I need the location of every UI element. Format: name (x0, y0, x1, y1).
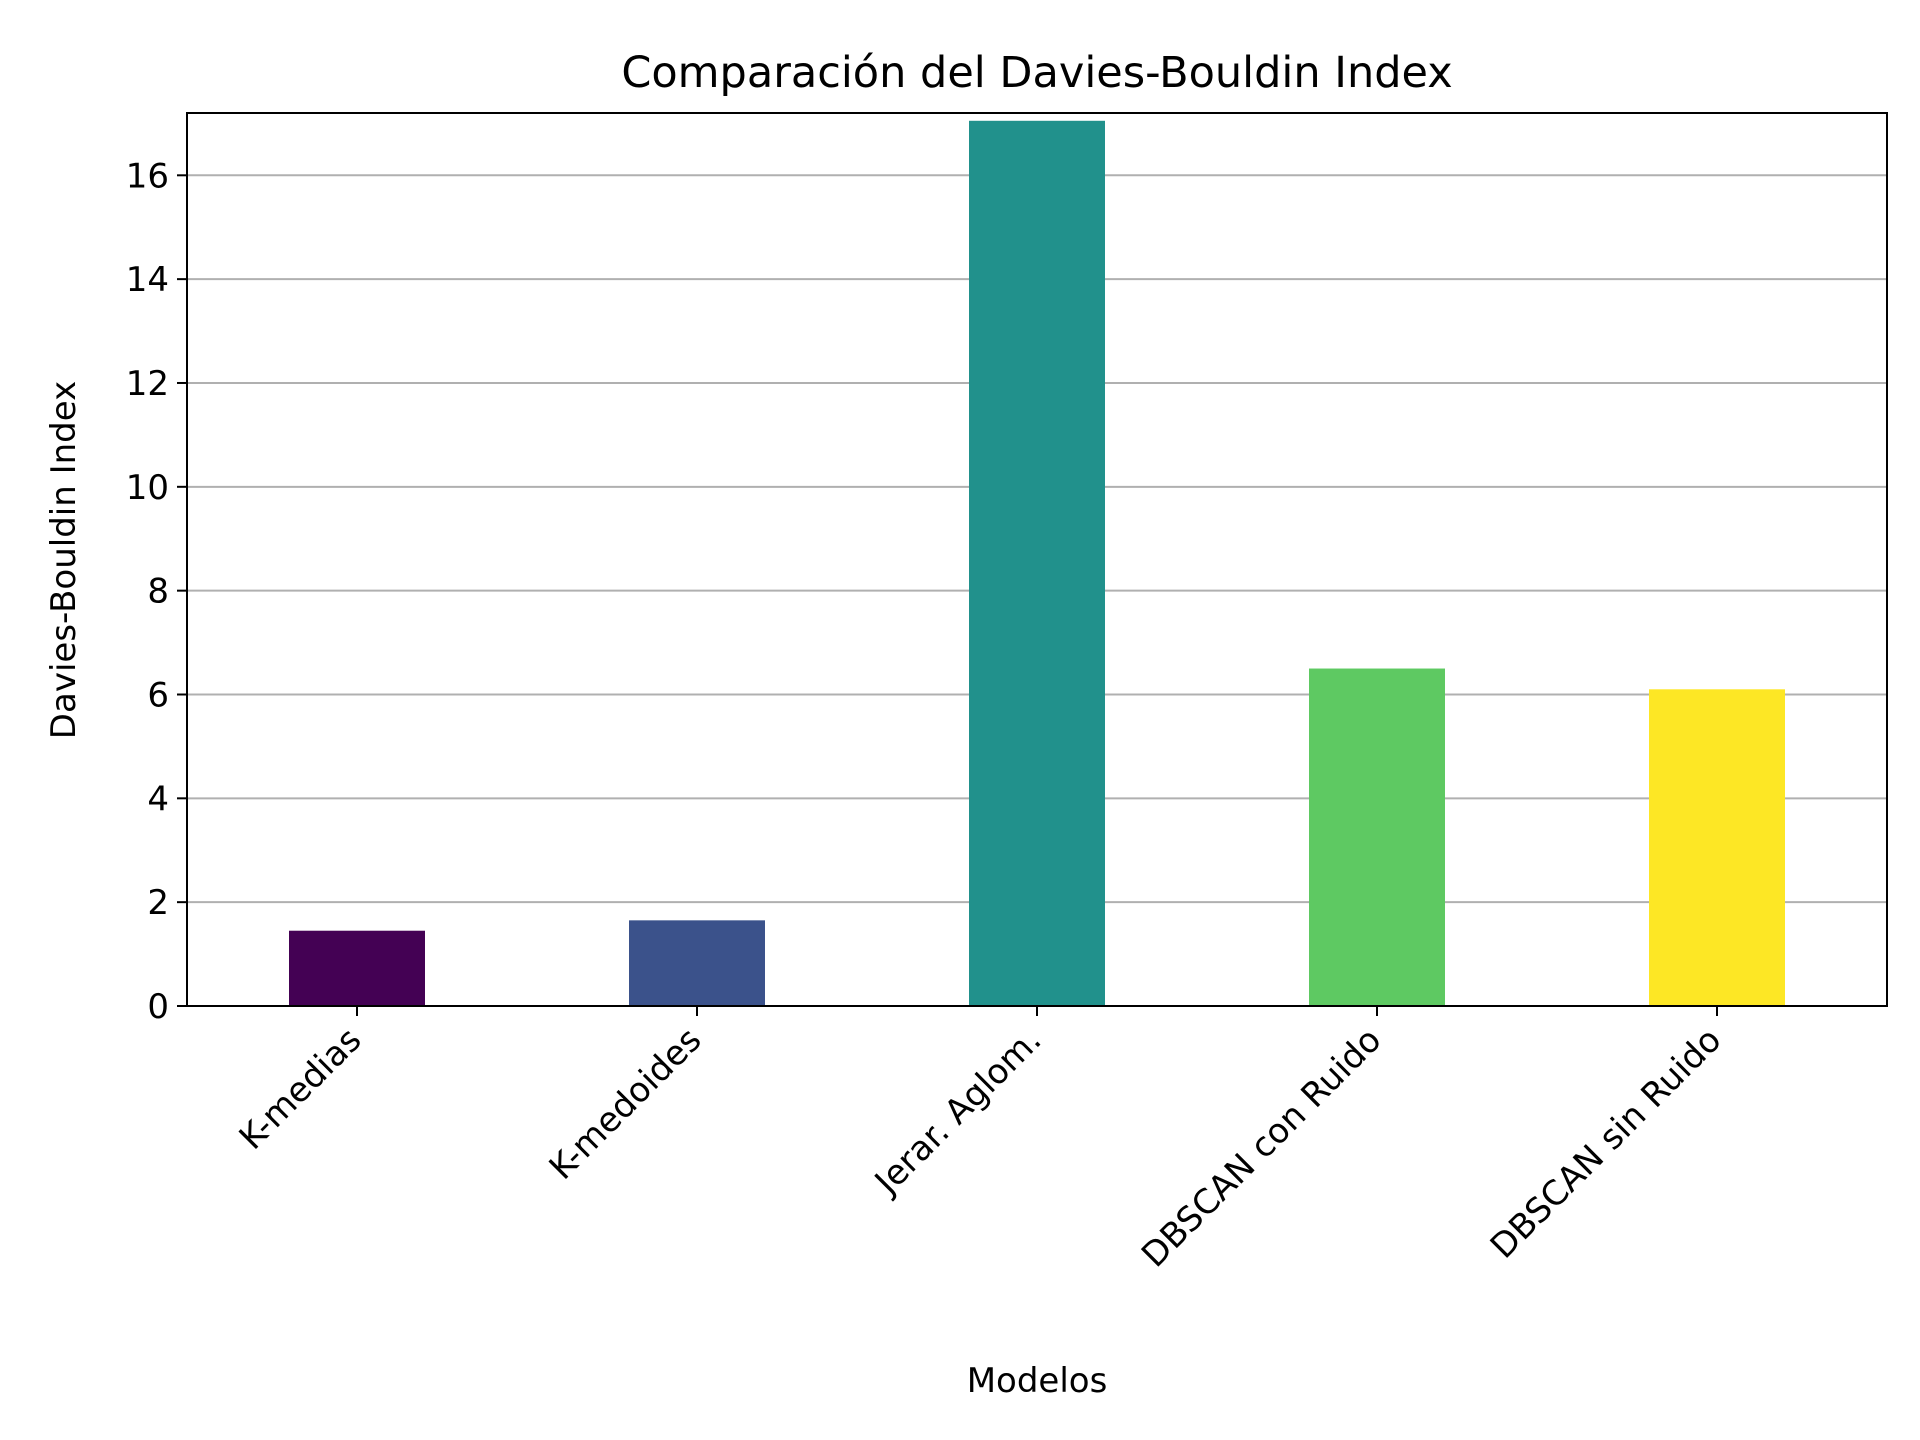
y-tick-label: 10 (126, 468, 169, 508)
y-tick-label: 6 (147, 675, 169, 715)
bars (289, 120, 1785, 1007)
y-tick-label: 8 (147, 572, 169, 612)
bar (1309, 668, 1445, 1006)
bar (969, 120, 1105, 1007)
x-axis-title: Modelos (967, 1361, 1108, 1401)
chart-title: Comparación del Davies-Bouldin Index (621, 48, 1452, 98)
bar (1649, 689, 1785, 1006)
y-tick-label: 12 (126, 364, 169, 404)
y-tick-label: 0 (147, 987, 169, 1027)
y-axis-title: Davies-Bouldin Index (44, 381, 84, 739)
y-axis-ticks: 0 2 4 6 8 10 12 14 16 (126, 156, 187, 1027)
y-tick-label: 2 (147, 883, 169, 923)
y-tick-label: 14 (126, 260, 169, 300)
bar (629, 920, 765, 1006)
y-tick-label: 16 (126, 156, 169, 196)
bar (289, 930, 425, 1006)
y-tick-label: 4 (147, 779, 169, 819)
